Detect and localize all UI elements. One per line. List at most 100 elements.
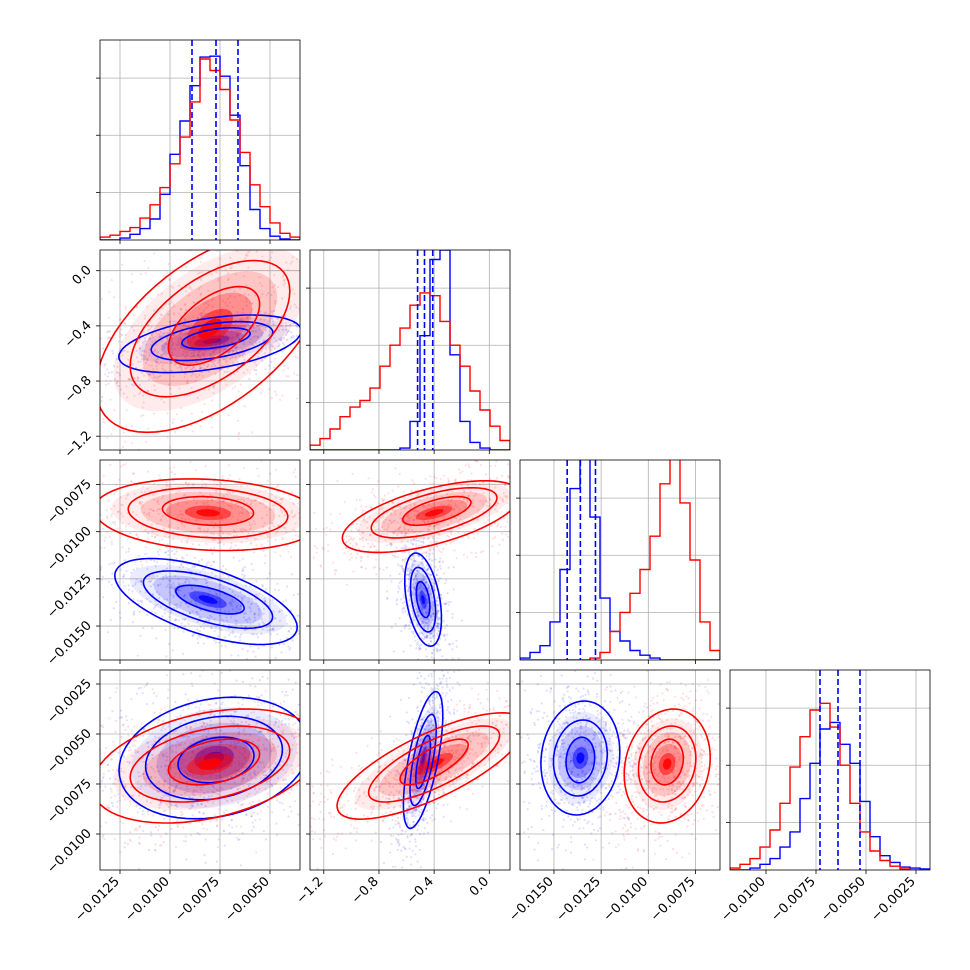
scatter-point (256, 324, 259, 327)
scatter-point (211, 790, 214, 794)
scatter-point (316, 291, 318, 293)
scatter-point (453, 549, 456, 552)
scatter-point (120, 530, 123, 533)
scatter-point (167, 313, 170, 316)
scatter-point (449, 600, 452, 604)
scatter-point (221, 475, 224, 478)
scatter-point (252, 650, 255, 653)
scatter-point (227, 231, 229, 233)
scatter-point (156, 561, 159, 564)
scatter-point (386, 677, 388, 679)
scatter-point (248, 221, 250, 223)
scatter-series_a (100, 521, 388, 679)
scatter-point (253, 772, 257, 776)
scatter-point (450, 504, 453, 507)
scatter-point (270, 493, 273, 496)
scatter-point (281, 328, 284, 331)
scatter-point (183, 581, 186, 584)
scatter-point (442, 619, 445, 622)
scatter-point (240, 721, 243, 724)
scatter-point (202, 309, 206, 312)
scatter-point (227, 575, 230, 579)
scatter-point (198, 615, 201, 618)
scatter-point (168, 445, 171, 448)
scatter-point (417, 610, 420, 613)
scatter-point (175, 606, 178, 610)
scatter-point (191, 610, 194, 613)
scatter-point (160, 335, 163, 338)
scatter-point (252, 800, 255, 804)
scatter-point (334, 542, 336, 544)
scatter-point (190, 352, 193, 355)
scatter-point (153, 350, 156, 353)
scatter-point (102, 596, 105, 599)
scatter-point (266, 535, 270, 538)
panel-frame (99, 459, 301, 661)
scatter-point (423, 578, 426, 581)
scatter-point (270, 646, 273, 649)
scatter-point (184, 368, 187, 371)
scatter-point (101, 347, 104, 350)
scatter-point (171, 354, 174, 357)
scatter-point (57, 375, 59, 377)
scatter-point (274, 551, 277, 554)
scatter-point (273, 283, 277, 287)
scatter-point (244, 612, 247, 615)
scatter-point (330, 619, 332, 621)
scatter-point (12, 750, 14, 752)
scatter-point (206, 365, 209, 368)
scatter-point (297, 728, 300, 731)
scatter-point (98, 771, 100, 773)
scatter-point (257, 352, 260, 355)
scatter-point (383, 528, 386, 531)
scatter-point (215, 489, 218, 492)
scatter-point (431, 612, 434, 615)
scatter-point (420, 623, 423, 626)
scatter-point (257, 647, 260, 650)
scatter-point (380, 497, 383, 500)
scatter-point (248, 521, 251, 524)
scatter-point (166, 696, 169, 700)
scatter-point (377, 502, 380, 505)
scatter-point (249, 481, 252, 484)
scatter-point (261, 284, 264, 287)
scatter-point (80, 261, 82, 263)
scatter-point (335, 844, 337, 846)
scatter-point (108, 580, 111, 584)
scatter-point (139, 686, 142, 689)
scatter-point (223, 770, 226, 773)
scatter-point (267, 322, 270, 326)
scatter-point (281, 394, 284, 397)
scatter-point (222, 543, 225, 546)
scatter-point (281, 297, 284, 300)
scatter-point (398, 587, 401, 590)
scatter-point (104, 536, 107, 539)
scatter-point (405, 545, 408, 548)
scatter-point (345, 541, 348, 544)
scatter-point (394, 529, 397, 532)
scatter-point (411, 591, 414, 594)
scatter-point (222, 586, 225, 589)
scatter-point (62, 384, 64, 386)
scatter-point (413, 482, 416, 485)
scatter-point (227, 521, 230, 525)
scatter-point (74, 481, 76, 483)
scatter-point (278, 343, 281, 346)
scatter-point (340, 641, 342, 643)
scatter-point (427, 567, 430, 571)
scatter-point (421, 552, 424, 555)
scatter-point (367, 477, 370, 480)
scatter-point (127, 363, 130, 367)
scatter-point (426, 496, 429, 499)
scatter-point (183, 618, 186, 621)
scatter-point (41, 825, 43, 827)
scatter-point (173, 584, 176, 587)
scatter-point (430, 546, 433, 549)
scatter-point (262, 339, 265, 342)
scatter-point (494, 522, 497, 525)
scatter-point (283, 282, 286, 285)
scatter-point (463, 531, 466, 535)
scatter-point (250, 511, 253, 514)
scatter-point (125, 497, 128, 500)
scatter-point (428, 557, 432, 560)
